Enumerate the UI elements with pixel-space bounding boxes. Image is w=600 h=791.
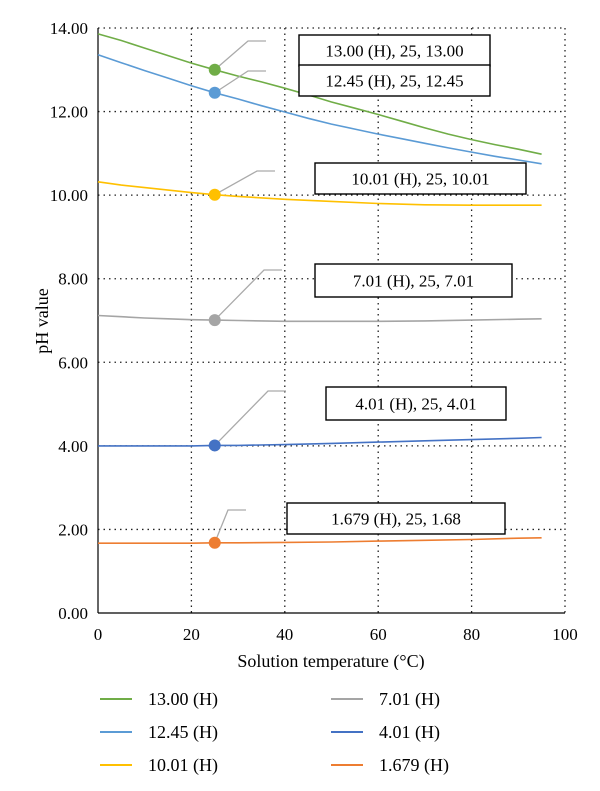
- callout-leader: [214, 170, 275, 196]
- legend-label: 13.00 (H): [148, 688, 218, 709]
- y-tick-label: 8.00: [58, 270, 88, 289]
- series-line: [98, 537, 542, 545]
- x-tick-label: 100: [552, 625, 578, 644]
- data-point-marker: [208, 86, 221, 99]
- legend-swatch: [331, 731, 363, 733]
- data-point-marker: [208, 188, 221, 201]
- callout-label: 1.679 (H), 25, 1.68: [331, 510, 461, 529]
- callout-leader: [214, 269, 282, 321]
- y-tick-label: 10.00: [50, 186, 88, 205]
- legend-label: 7.01 (H): [379, 688, 440, 709]
- callout-label: 13.00 (H), 25, 13.00: [325, 42, 463, 61]
- x-tick-label: 60: [370, 625, 387, 644]
- legend-swatch: [100, 764, 132, 766]
- x-tick-label: 80: [463, 625, 480, 644]
- y-tick-label: 4.00: [58, 437, 88, 456]
- legend-swatch: [331, 764, 363, 766]
- callout-box: [298, 64, 491, 97]
- callout-box: [325, 386, 507, 421]
- y-tick-label: 0.00: [58, 604, 88, 623]
- series-line: [97, 314, 542, 323]
- series-line: [97, 181, 542, 206]
- callout-box: [314, 263, 513, 298]
- chart: 13.00 (H), 25, 13.00 12.45 (H), 25, 12.45…: [32, 19, 578, 670]
- series-line: [98, 436, 542, 447]
- legend-item: 1.679 (H): [331, 753, 449, 777]
- legend-swatch: [331, 698, 363, 700]
- callout-leader: [214, 509, 246, 544]
- legend-label: 4.01 (H): [379, 721, 440, 742]
- y-tick-label: 6.00: [58, 353, 88, 372]
- axes: [97, 28, 565, 614]
- data-point-marker: [208, 536, 221, 549]
- series-line: [97, 53, 542, 165]
- x-axis-title: Solution temperature (°C): [237, 651, 424, 670]
- callout-label: 10.01 (H), 25, 10.01: [351, 170, 489, 189]
- callout-box: [314, 162, 527, 195]
- callout-label: 4.01 (H), 25, 4.01: [355, 395, 476, 414]
- x-tick-label: 40: [276, 625, 293, 644]
- legend-label: 1.679 (H): [379, 754, 449, 775]
- legend-item: 4.01 (H): [331, 720, 440, 744]
- callout-leader: [214, 390, 286, 446]
- callout-leader: [214, 40, 266, 71]
- legend-label: 12.45 (H): [148, 721, 218, 742]
- y-tick-label: 12.00: [50, 103, 88, 122]
- x-tick-label: 0: [94, 625, 103, 644]
- legend-item: 10.01 (H): [100, 753, 218, 777]
- callout-leader: [214, 70, 266, 94]
- legend-item: 7.01 (H): [331, 687, 440, 711]
- data-point-marker: [208, 439, 221, 452]
- series-lines: [97, 33, 542, 545]
- tick-labels: 0.00 2.00 4.00 6.00 8.00 10.00 12.00 14.00 0 20 40…: [50, 19, 578, 644]
- x-tick-label: 20: [183, 625, 200, 644]
- callout-box: [286, 502, 506, 535]
- callout-box: [298, 34, 491, 67]
- data-point-marker: [208, 63, 221, 76]
- legend-label: 10.01 (H): [148, 754, 218, 775]
- callout-label: 12.45 (H), 25, 12.45: [325, 72, 463, 91]
- legend-swatch: [100, 698, 132, 700]
- callout-label: 7.01 (H), 25, 7.01: [353, 272, 474, 291]
- legend-swatch: [100, 731, 132, 733]
- legend-item: 12.45 (H): [100, 720, 218, 744]
- series-line: [97, 33, 542, 155]
- data-point-marker: [208, 314, 221, 327]
- legend-item: 13.00 (H): [100, 687, 218, 711]
- y-tick-label: 14.00: [50, 19, 88, 38]
- callouts: 13.00 (H), 25, 13.00 12.45 (H), 25, 12.45…: [208, 34, 527, 549]
- y-axis-title: pH value: [32, 288, 52, 353]
- y-tick-label: 2.00: [58, 520, 88, 539]
